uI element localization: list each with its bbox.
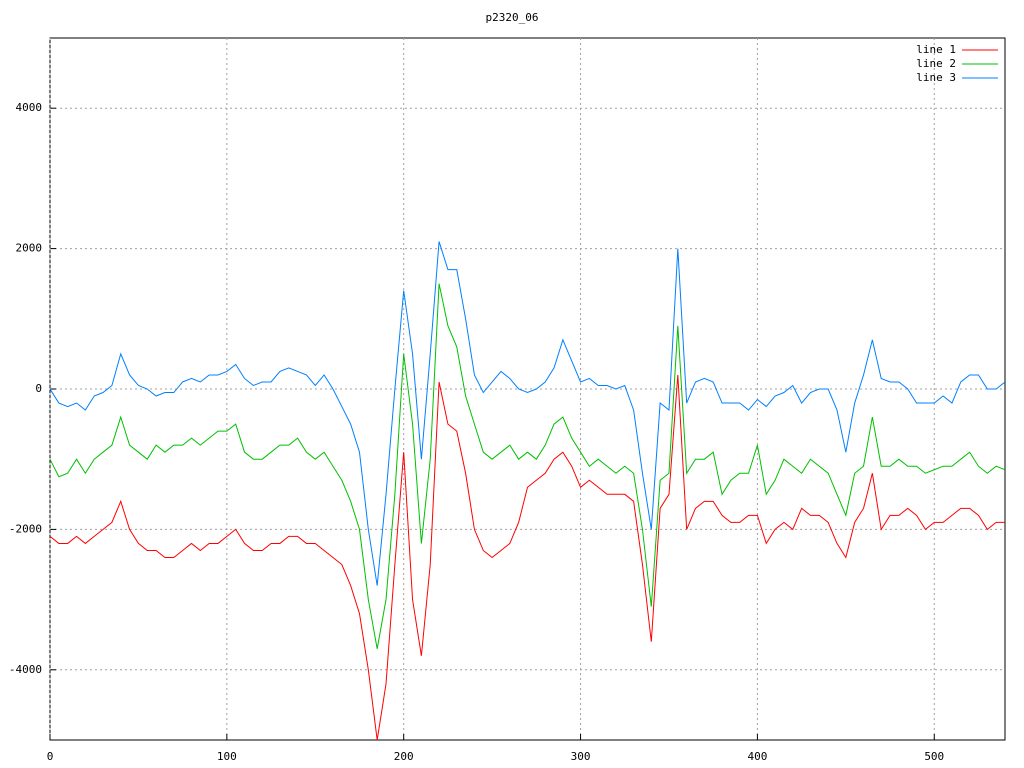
data-line (50, 374, 1005, 740)
legend-label: line 3 (916, 71, 956, 84)
chart-title: p2320_06 (486, 11, 539, 24)
y-tick-label: 4000 (16, 101, 43, 114)
x-tick-label: 0 (47, 750, 54, 763)
y-tick-label: 0 (35, 382, 42, 395)
x-tick-label: 400 (747, 750, 767, 763)
data-line (50, 283, 1005, 649)
data-line (50, 241, 1005, 586)
y-tick-label: 2000 (16, 242, 43, 255)
x-tick-label: 100 (217, 750, 237, 763)
y-tick-label: -2000 (9, 522, 42, 535)
x-tick-label: 500 (924, 750, 944, 763)
legend-label: line 2 (916, 57, 956, 70)
legend-label: line 1 (916, 43, 956, 56)
x-tick-label: 200 (394, 750, 414, 763)
x-tick-label: 300 (571, 750, 591, 763)
plot-area (50, 241, 1005, 740)
y-tick-label: -4000 (9, 663, 42, 676)
